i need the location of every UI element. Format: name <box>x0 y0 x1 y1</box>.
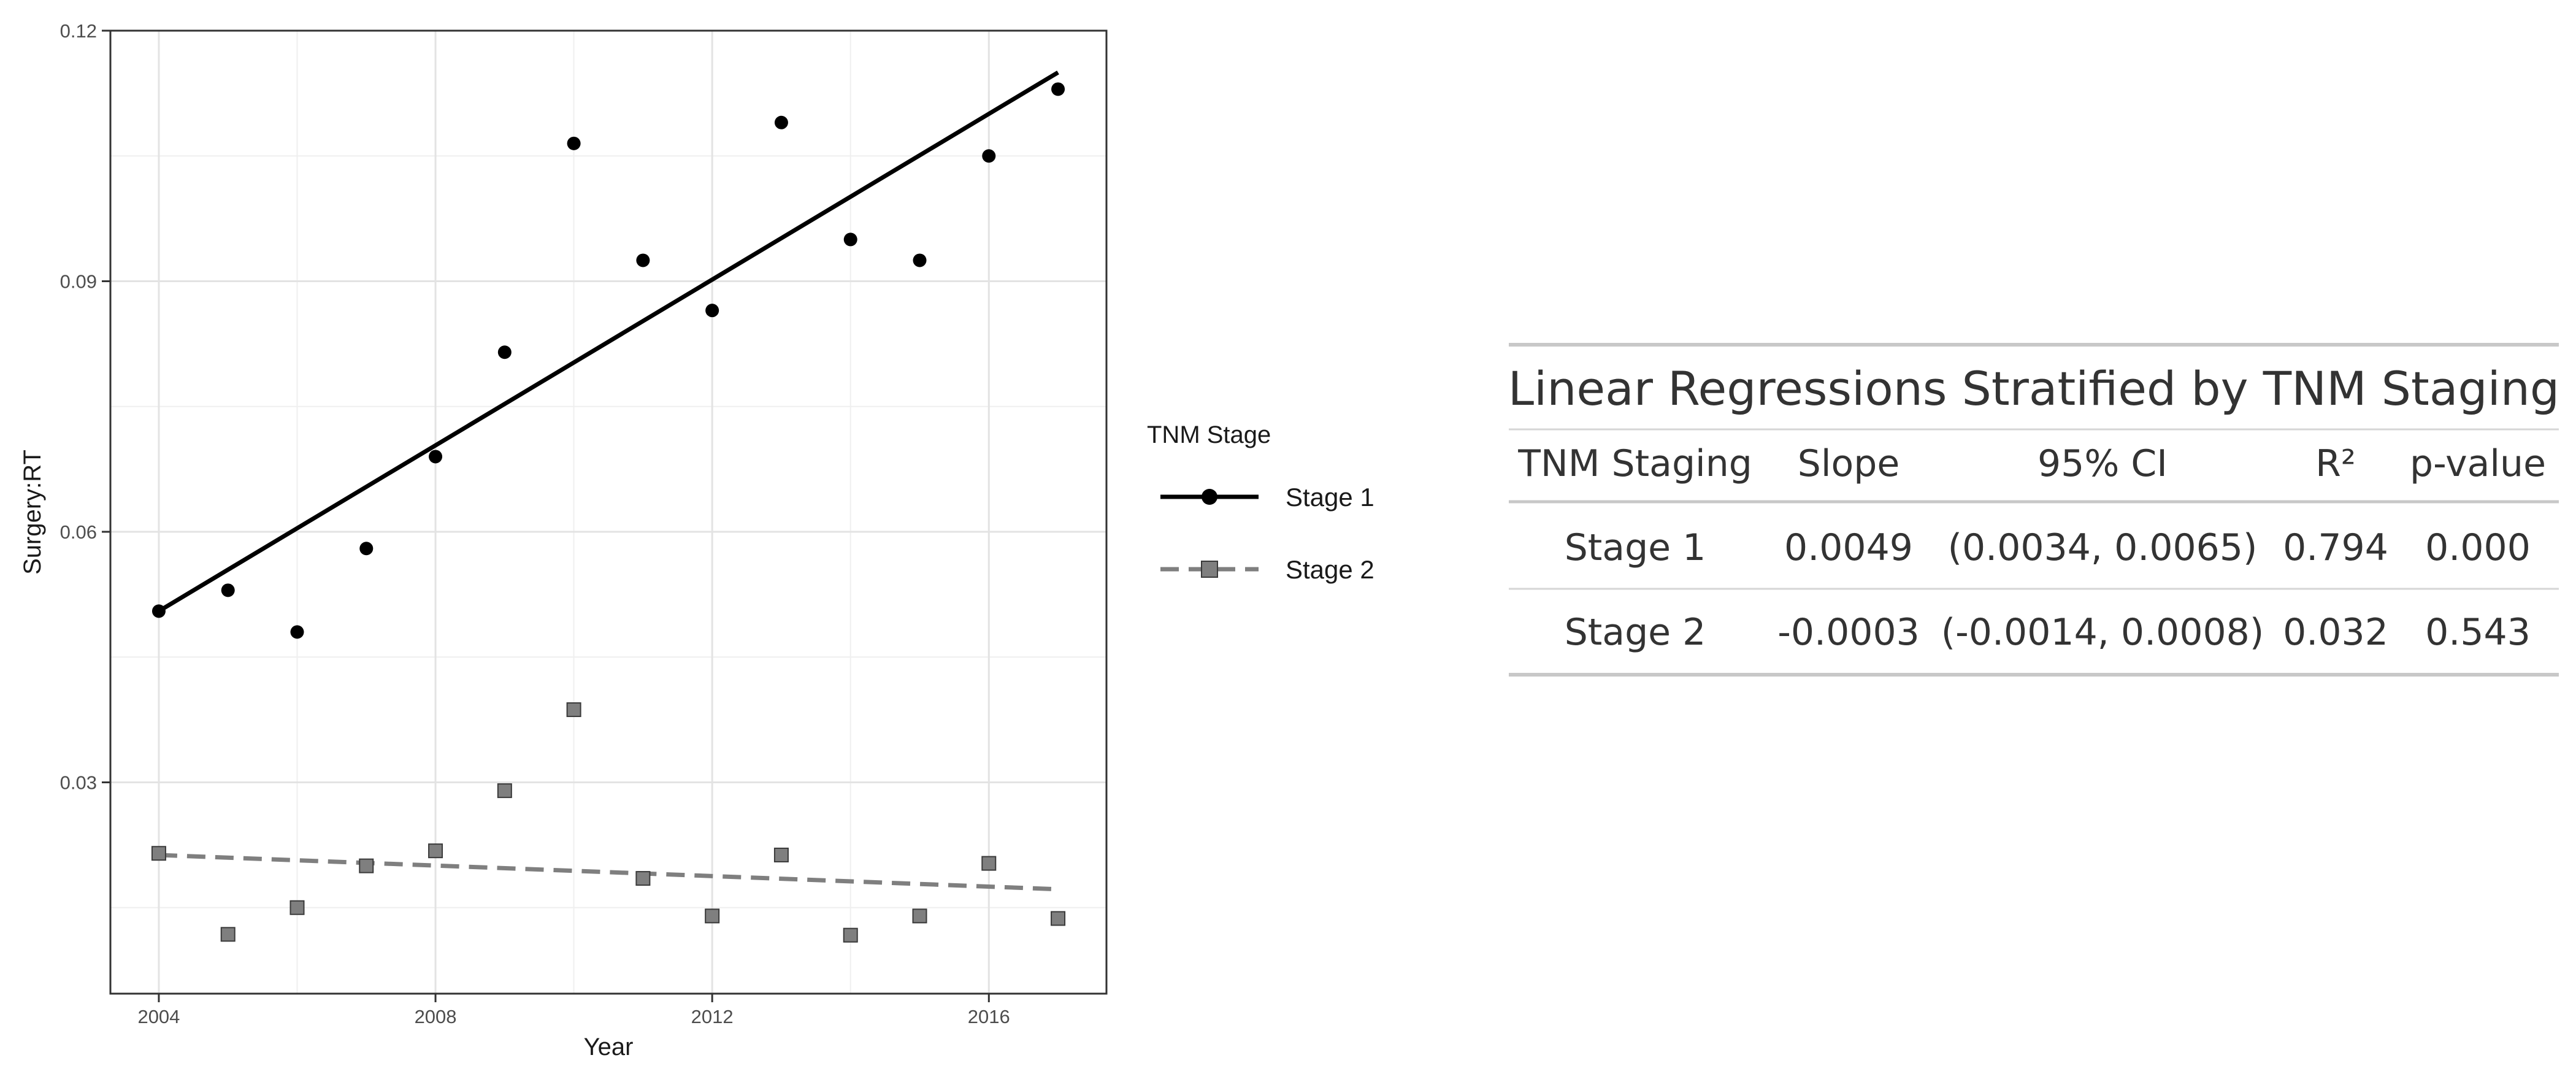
data-point <box>567 136 581 150</box>
legend-marker <box>1201 561 1218 578</box>
table-header-cell: TNM Staging <box>1517 442 1752 485</box>
data-point <box>1051 911 1066 926</box>
scatter-plot: 2004 2008 2012 2016 0.03 0.06 0.09 0.12 Year Surg… <box>19 20 1108 1061</box>
table-row: Stage 1 0.0049 (0.0034, 0.0065) 0.794 0.000 <box>1565 526 2531 569</box>
data-point <box>705 304 719 318</box>
data-point <box>982 149 996 163</box>
y-tick-label: 0.12 <box>60 20 97 42</box>
data-point <box>220 927 236 942</box>
table-cell: Stage 1 <box>1565 526 1706 569</box>
y-axis-title: Surgery:RT <box>19 450 46 575</box>
table-cell: (-0.0014, 0.0008) <box>1941 611 2264 654</box>
y-tick-label: 0.06 <box>60 521 97 543</box>
data-point <box>774 115 788 129</box>
data-point <box>635 871 651 886</box>
data-point <box>290 625 304 639</box>
legend-title: TNM Stage <box>1147 421 1271 448</box>
trend-line <box>158 71 1059 613</box>
data-point <box>289 900 305 915</box>
data-point <box>359 542 374 556</box>
data-point <box>913 253 927 267</box>
data-point <box>843 232 857 247</box>
data-point <box>151 604 166 618</box>
data-point <box>151 846 166 861</box>
legend-item: Stage 1 <box>1160 483 1374 512</box>
data-point <box>773 847 789 862</box>
x-tick-label: 2008 <box>415 1006 457 1027</box>
legend-item: Stage 2 <box>1160 555 1374 584</box>
data-point <box>429 450 443 464</box>
y-tick-label: 0.03 <box>60 772 97 793</box>
table-cell: 0.794 <box>2283 526 2388 569</box>
gridlines <box>110 29 1106 994</box>
trend-line <box>158 853 1059 892</box>
table-header-cell: R² <box>2315 442 2356 485</box>
x-tick-label: 2012 <box>691 1006 734 1027</box>
table-cell: 0.000 <box>2425 526 2531 569</box>
table-header-cell: Slope <box>1798 442 1899 485</box>
table-header-cell: 95% CI <box>2037 442 2168 485</box>
x-tick-label: 2016 <box>968 1006 1010 1027</box>
data-point <box>981 856 997 871</box>
data-point <box>497 345 512 359</box>
table-cell: Stage 2 <box>1565 611 1706 654</box>
x-axis-title: Year <box>584 1034 634 1061</box>
legend-label: Stage 1 <box>1286 483 1374 512</box>
table-row: Stage 2 -0.0003 (-0.0014, 0.0008) 0.032 0.54… <box>1565 611 2531 654</box>
regression-table: Linear Regressions Stratified by TNM Sta… <box>1508 343 2559 677</box>
legend: TNM Stage Stage 1 Stage 2 <box>1147 421 1374 584</box>
data-point <box>428 843 443 859</box>
table-cell: 0.543 <box>2425 611 2531 654</box>
data-point <box>705 908 720 924</box>
data-point <box>912 908 927 924</box>
data-point <box>497 783 512 799</box>
table-cell: -0.0003 <box>1777 611 1920 654</box>
table-cell: 0.032 <box>2283 611 2388 654</box>
table-header-cell: p-value <box>2410 442 2546 485</box>
panel-border <box>109 29 1108 995</box>
series-stage-1 <box>151 71 1065 639</box>
table-title: Linear Regressions Stratified by TNM Sta… <box>1508 361 2559 416</box>
y-tick-label: 0.09 <box>60 270 97 292</box>
x-tick-label: 2004 <box>137 1006 180 1027</box>
table-cell: 0.0049 <box>1784 526 1913 569</box>
data-point <box>566 702 581 718</box>
legend-marker <box>1202 489 1217 505</box>
data-point <box>221 583 235 597</box>
data-point <box>843 927 858 943</box>
data-point <box>636 253 650 267</box>
legend-label: Stage 2 <box>1286 555 1374 584</box>
series-stage-2 <box>151 702 1066 943</box>
table-cell: (0.0034, 0.0065) <box>1948 526 2258 569</box>
data-point <box>359 858 374 873</box>
data-point <box>1051 82 1065 96</box>
